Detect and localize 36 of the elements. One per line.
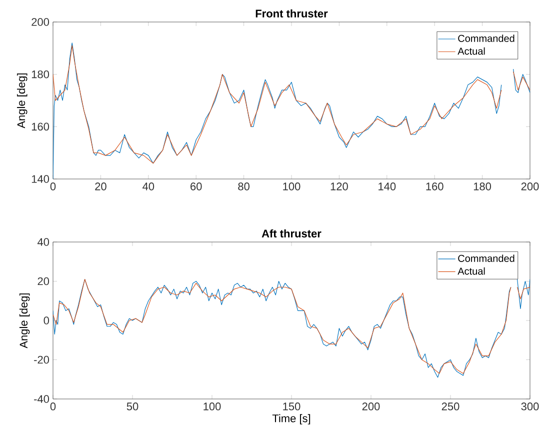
x-tick-label: 80 (238, 182, 250, 190)
y-axis-title: Angle [deg] (17, 73, 28, 128)
x-tick-label: 180 (474, 182, 492, 190)
y-tick-label: 160 (32, 122, 50, 131)
y-tick-label: 180 (32, 70, 50, 78)
x-tick-label: 300 (521, 402, 539, 410)
y-axis-title: Angle [deg] (19, 293, 30, 348)
x-tick-label: 160 (426, 182, 444, 190)
y-tick-label: 200 (32, 18, 50, 26)
x-tick-label: 120 (330, 182, 348, 190)
y-tick-label: 20 (38, 277, 50, 286)
x-tick-label: 50 (126, 402, 138, 410)
x-tick-label: 0 (50, 182, 56, 190)
y-tick-label: 0 (44, 316, 50, 324)
x-axis-title: Time [s] (272, 414, 310, 424)
y-tick-label: -40 (34, 395, 50, 403)
y-tick-label: -20 (34, 356, 50, 364)
x-tick-label: 140 (378, 182, 396, 190)
y-tick-label: 140 (32, 175, 50, 183)
x-tick-label: 100 (204, 402, 221, 410)
x-tick-label: 200 (521, 182, 539, 190)
x-tick-label: 100 (283, 182, 300, 190)
legend-label: Actual (458, 267, 485, 275)
x-tick-label: 40 (142, 182, 154, 190)
x-tick-label: 200 (362, 402, 380, 410)
x-tick-label: 0 (50, 402, 56, 410)
chart-title: Aft thruster (262, 229, 322, 238)
x-tick-label: 150 (283, 402, 300, 410)
legend-label: Commanded (458, 34, 514, 42)
x-tick-label: 60 (190, 182, 202, 190)
y-tick-label: 40 (37, 238, 50, 246)
legend-label: Commanded (458, 254, 514, 262)
x-tick-label: 20 (95, 182, 106, 190)
chart-title: Front thruster (256, 9, 328, 18)
legend-label: Actual (458, 47, 485, 55)
x-tick-label: 250 (442, 402, 460, 410)
